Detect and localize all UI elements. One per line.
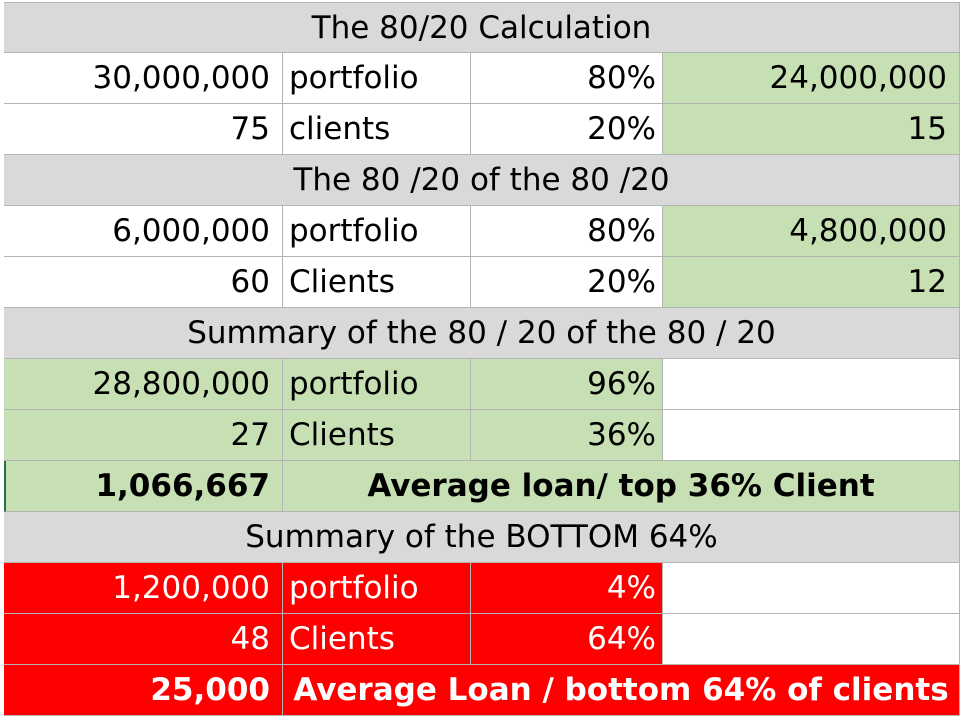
value-cell[interactable]: 60 xyxy=(4,257,283,308)
percent-cell[interactable]: 20% xyxy=(471,104,663,155)
table-row: 48 Clients 64% xyxy=(4,614,960,665)
spreadsheet: The 80/20 Calculation 30,000,000 portfol… xyxy=(4,2,960,716)
table-row: 30,000,000 portfolio 80% 24,000,000 xyxy=(4,53,960,104)
percent-cell[interactable]: 36% xyxy=(471,410,663,461)
result-cell[interactable]: 15 xyxy=(663,104,960,155)
result-cell[interactable]: 24,000,000 xyxy=(663,53,960,104)
value-cell[interactable]: 75 xyxy=(4,104,283,155)
result-cell[interactable]: 4,800,000 xyxy=(663,206,960,257)
section-header-row: Summary of the 80 / 20 of the 80 / 20 xyxy=(4,308,960,359)
section-header-row: The 80 /20 of the 80 /20 xyxy=(4,155,960,206)
table-row: 1,200,000 portfolio 4% xyxy=(4,563,960,614)
section-header-row: The 80/20 Calculation xyxy=(4,2,960,53)
table-row: 28,800,000 portfolio 96% xyxy=(4,359,960,410)
average-label-cell[interactable]: Average loan/ top 36% Client xyxy=(283,461,960,512)
result-cell[interactable] xyxy=(663,410,960,461)
percent-cell[interactable]: 80% xyxy=(471,53,663,104)
value-cell[interactable]: 48 xyxy=(4,614,283,665)
average-value-cell[interactable]: 25,000 xyxy=(4,665,283,716)
value-cell[interactable]: 28,800,000 xyxy=(4,359,283,410)
label-cell[interactable]: Clients xyxy=(283,257,471,308)
table-row: 60 Clients 20% 12 xyxy=(4,257,960,308)
section-title-cell[interactable]: The 80 /20 of the 80 /20 xyxy=(4,155,960,206)
table-row: 27 Clients 36% xyxy=(4,410,960,461)
label-cell[interactable]: clients xyxy=(283,104,471,155)
result-cell[interactable] xyxy=(663,614,960,665)
result-cell[interactable] xyxy=(663,563,960,614)
section-title-cell[interactable]: Summary of the BOTTOM 64% xyxy=(4,512,960,563)
value-cell[interactable]: 30,000,000 xyxy=(4,53,283,104)
result-cell[interactable] xyxy=(663,359,960,410)
label-cell[interactable]: portfolio xyxy=(283,563,471,614)
table-row: 6,000,000 portfolio 80% 4,800,000 xyxy=(4,206,960,257)
label-cell[interactable]: Clients xyxy=(283,614,471,665)
label-cell[interactable]: Clients xyxy=(283,410,471,461)
average-label-cell[interactable]: Average Loan / bottom 64% of clients xyxy=(283,665,960,716)
average-row: 25,000 Average Loan / bottom 64% of clie… xyxy=(4,665,960,716)
label-cell[interactable]: portfolio xyxy=(283,359,471,410)
section-title-cell[interactable]: The 80/20 Calculation xyxy=(4,2,960,53)
average-value-cell[interactable]: 1,066,667 xyxy=(4,461,283,512)
percent-cell[interactable]: 64% xyxy=(471,614,663,665)
value-cell[interactable]: 6,000,000 xyxy=(4,206,283,257)
table-row: 75 clients 20% 15 xyxy=(4,104,960,155)
value-cell[interactable]: 27 xyxy=(4,410,283,461)
percent-cell[interactable]: 80% xyxy=(471,206,663,257)
percent-cell[interactable]: 4% xyxy=(471,563,663,614)
label-cell[interactable]: portfolio xyxy=(283,53,471,104)
section-header-row: Summary of the BOTTOM 64% xyxy=(4,512,960,563)
percent-cell[interactable]: 96% xyxy=(471,359,663,410)
label-cell[interactable]: portfolio xyxy=(283,206,471,257)
result-cell[interactable]: 12 xyxy=(663,257,960,308)
value-cell[interactable]: 1,200,000 xyxy=(4,563,283,614)
average-row: 1,066,667 Average loan/ top 36% Client xyxy=(4,461,960,512)
section-title-cell[interactable]: Summary of the 80 / 20 of the 80 / 20 xyxy=(4,308,960,359)
percent-cell[interactable]: 20% xyxy=(471,257,663,308)
